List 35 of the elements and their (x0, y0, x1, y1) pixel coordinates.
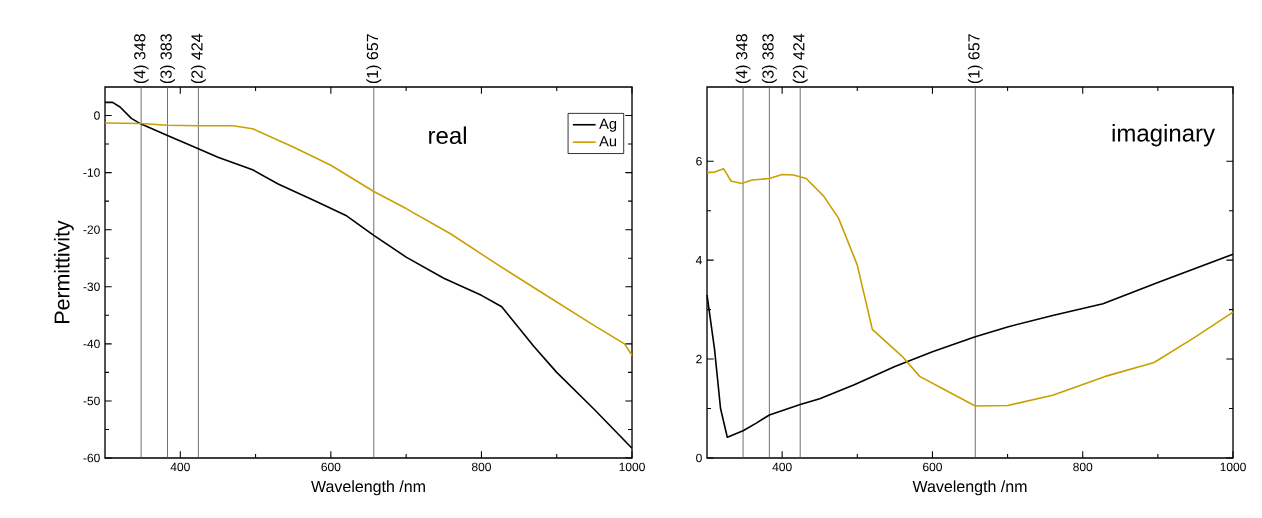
ref-line-label: (1) 657 (967, 34, 983, 84)
ref-line-label: (2) 424 (190, 33, 206, 84)
ref-line-label: (2) 424 (792, 33, 808, 84)
y-tick-label: 2 (696, 354, 702, 364)
x-axis-title: Wavelength /nm (311, 480, 425, 496)
annotation: real (429, 126, 466, 145)
x-tick-label: 800 (471, 462, 491, 472)
x-tick-label: 600 (923, 462, 942, 472)
annotation: imaginary (1112, 124, 1216, 147)
y-axis-title: Permittivity (53, 220, 74, 323)
x-tick-label: 400 (772, 462, 792, 472)
x-tick-label: 600 (321, 462, 341, 472)
y-tick-label: -50 (83, 396, 100, 406)
line-series (706, 167, 1234, 407)
x-tick-label: 400 (170, 462, 190, 472)
ref-line-label: (4) 348 (133, 34, 149, 84)
legend-label: Ag (599, 118, 617, 132)
x-tick-label: 1000 (1220, 462, 1246, 472)
y-tick-label: -40 (83, 339, 100, 349)
y-tick-label: -20 (83, 225, 100, 234)
x-tick-label: 1000 (619, 462, 645, 472)
ref-line-label: (1) 657 (366, 34, 382, 84)
y-tick-label: 0 (696, 453, 702, 463)
x-tick-label: 800 (1073, 462, 1093, 472)
y-tick-label: 0 (94, 111, 100, 120)
y-tick-label: -30 (83, 282, 100, 292)
y-tick-label: -60 (83, 453, 100, 463)
ref-line-label: (4) 348 (735, 34, 751, 84)
x-axis-title: Wavelength /nm (912, 480, 1027, 496)
ref-line-label: (3) 383 (761, 34, 777, 84)
y-tick-label: 4 (695, 256, 702, 265)
y-tick-label: 6 (696, 156, 702, 166)
legend-label: Au (599, 136, 617, 147)
ref-line-label: (3) 383 (160, 34, 175, 84)
y-tick-label: -10 (83, 168, 100, 177)
